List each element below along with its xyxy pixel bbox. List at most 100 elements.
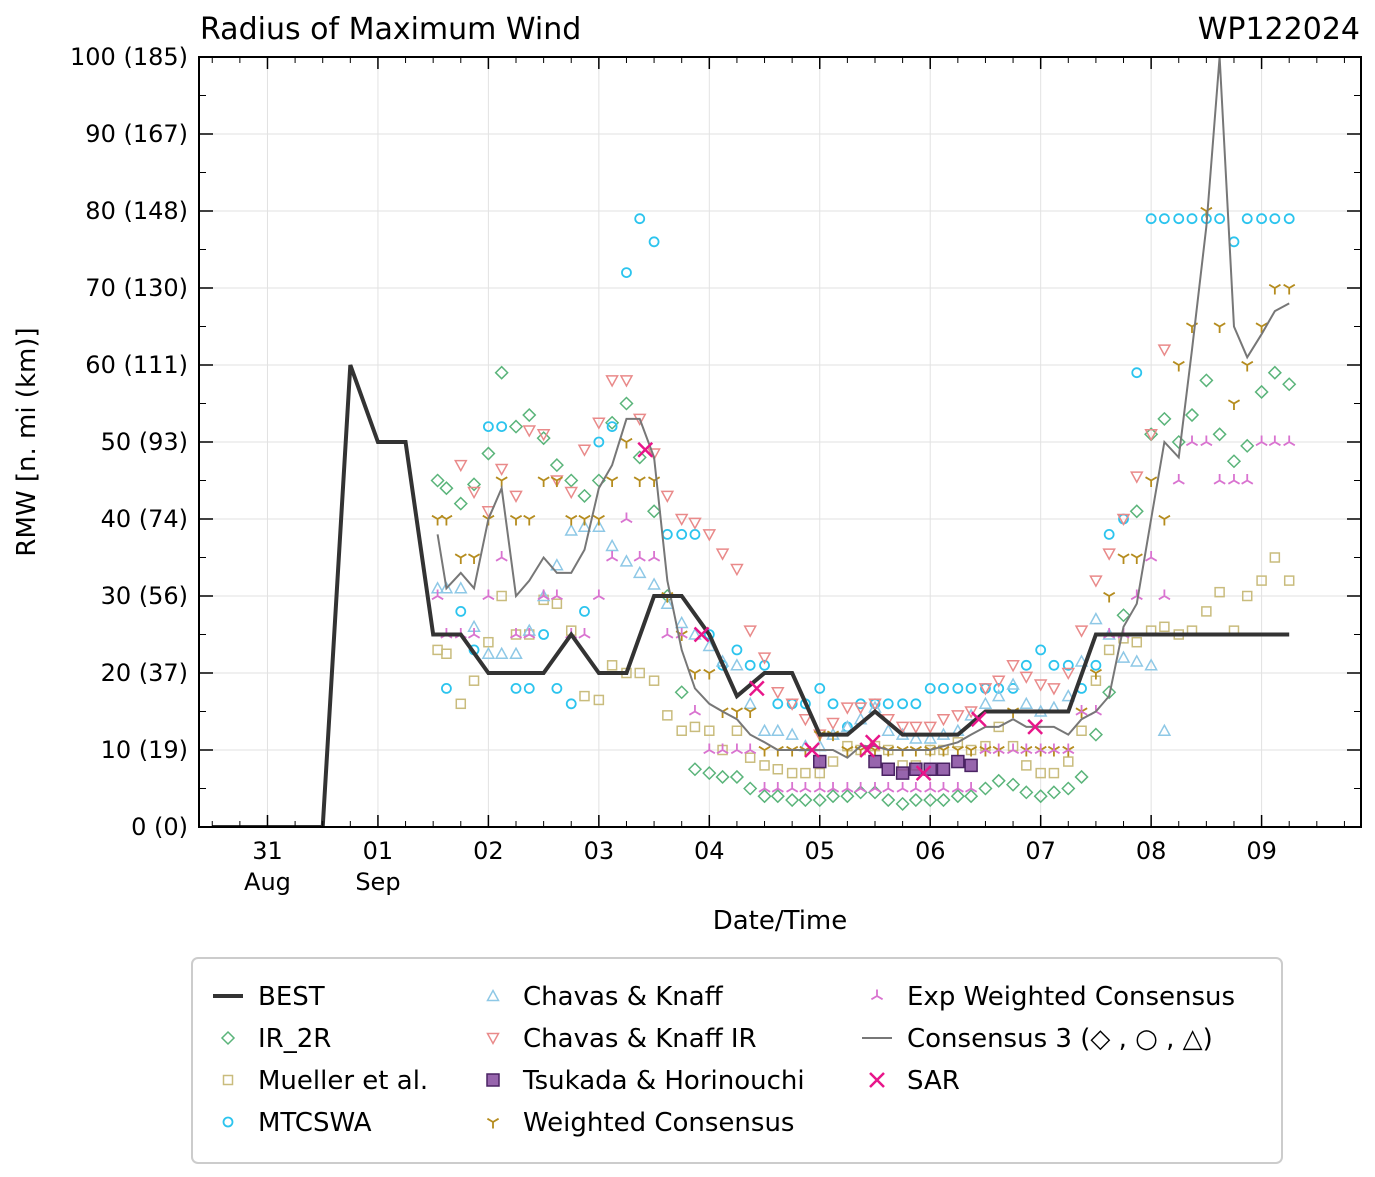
mtcswa-point [648, 236, 660, 248]
ck-point [674, 615, 689, 629]
mtcswa-point [1158, 213, 1170, 225]
wc-point [979, 745, 992, 757]
ir2r-point [881, 792, 896, 808]
series-best [212, 364, 1290, 827]
sar-point [748, 680, 765, 697]
y-tick-label: 90 (167) [85, 120, 188, 148]
y-tick-label: 40 (74) [101, 505, 188, 533]
storm-id: WP122024 [1198, 12, 1360, 47]
ewc-point [703, 743, 716, 755]
ewc-point [1145, 551, 1158, 562]
ewc-point [482, 589, 495, 601]
mtcswa-point [523, 683, 535, 694]
ckir-point [826, 717, 840, 731]
mueller-point [1241, 590, 1253, 602]
y-tick-label: 70 (130) [85, 274, 188, 302]
ir2r-point [453, 496, 468, 511]
ir2r-point [481, 446, 496, 461]
ewc-point [648, 551, 661, 562]
ewc-point [1255, 435, 1268, 447]
ckir-point [674, 513, 689, 527]
sar-point [859, 742, 876, 758]
legend-label-wc: Weighted Consensus [523, 1108, 794, 1138]
ir2r-point [1267, 365, 1282, 380]
ewc-point [744, 743, 757, 755]
mueller-point [772, 764, 784, 775]
legend-item-best: BEST [213, 982, 325, 1012]
wc-point [1172, 360, 1185, 372]
ewc-point [467, 628, 481, 639]
legend-swatch-sar [869, 1072, 885, 1088]
mueller-point [648, 675, 660, 686]
ewc-point [606, 551, 619, 562]
series-cons3 [436, 57, 1290, 759]
wc-point [688, 668, 702, 680]
ewc-point [1227, 474, 1241, 485]
tsukada-point [868, 754, 882, 769]
mueller-point [468, 675, 480, 686]
ewc-point [537, 589, 550, 601]
sar-point [970, 711, 987, 728]
mtcswa-point [621, 267, 632, 279]
ck-point [840, 719, 855, 733]
ir2r-point [605, 415, 620, 430]
ck-point [1116, 650, 1131, 663]
wc-point [1117, 553, 1130, 564]
ewc-point [620, 512, 633, 524]
ir2r-point [702, 766, 717, 781]
ir2r-point [619, 396, 634, 411]
ck-point [439, 581, 454, 594]
legend-item-tsukada: Tsukada & Horinouchi [486, 1066, 805, 1096]
mtcswa-point [897, 698, 909, 710]
ir2r-point [549, 458, 564, 473]
ck-point [743, 696, 757, 710]
mtcswa-point [1035, 644, 1047, 656]
ir2r-point [1006, 777, 1021, 792]
ck-point [978, 696, 993, 710]
wc-point [1103, 591, 1116, 603]
ewc-point [1241, 474, 1254, 485]
ir2r-point [1102, 685, 1117, 700]
ck-point [688, 627, 702, 640]
ckir-point [577, 444, 592, 457]
series-ir2r [430, 365, 1297, 811]
ir2r-point [1088, 727, 1103, 742]
ckir-point [895, 721, 910, 734]
mtcswa-point [814, 683, 826, 694]
mtcswa-point [1228, 236, 1240, 248]
ck-point [1061, 689, 1076, 702]
legend-item-ck: Chavas & Knaff [486, 982, 724, 1012]
mueller-point [606, 660, 618, 671]
ir2r-point [785, 792, 800, 808]
legend-label-sar: SAR [907, 1066, 960, 1096]
grid-lines [199, 56, 1361, 828]
mtcswa-point [482, 421, 494, 433]
ck-point [909, 731, 923, 744]
legend-label-ck: Chavas & Knaff [523, 982, 724, 1012]
ewc-point [965, 782, 978, 793]
wc-point [606, 476, 619, 487]
mueller-point [1103, 644, 1115, 656]
ewc-point [882, 782, 895, 793]
y-tick-label: 30 (56) [101, 582, 188, 610]
ckir-point [564, 486, 579, 500]
wc-point [744, 707, 757, 718]
wc-point [841, 745, 854, 757]
mtcswa-point [441, 683, 452, 694]
ir2r-point [1074, 769, 1089, 785]
mueller-point [432, 644, 443, 656]
mtcswa-point [1214, 213, 1226, 225]
ir2r-point [536, 431, 551, 446]
mueller-point [662, 710, 673, 721]
mtcswa-point [634, 213, 646, 225]
tsukada-point [936, 762, 951, 776]
ir2r-point [1254, 384, 1269, 400]
legend-label-cons3: Consensus 3 (◇ , ○ , △) [907, 1024, 1213, 1054]
axes: 31 Aug 01 Sep 02 03 04 05 06 07 08 09 0 (0) 10 (19) 20… [70, 43, 1361, 896]
ck-point [923, 731, 937, 744]
ir2r-point [978, 781, 993, 796]
x-tick-label-01: 01 [363, 837, 394, 865]
series-line-cons3 [436, 57, 1290, 759]
wc-point [1047, 745, 1060, 757]
ir2r-point [1184, 407, 1200, 423]
